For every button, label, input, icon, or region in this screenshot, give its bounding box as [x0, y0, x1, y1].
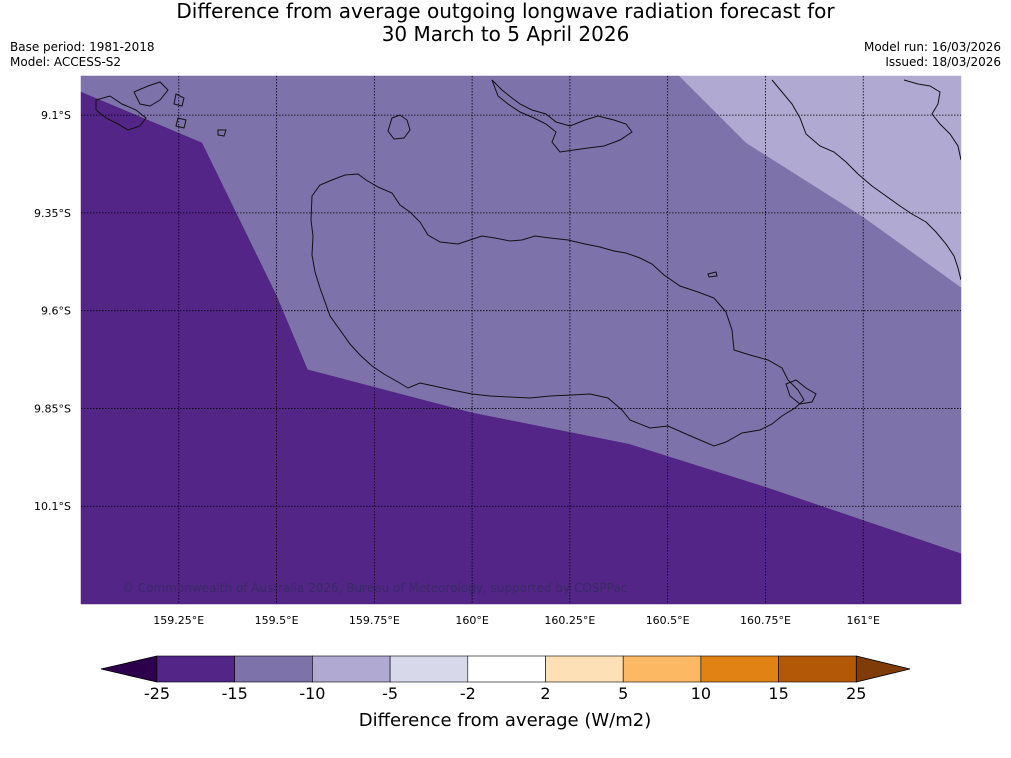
map-plot: [80, 75, 962, 605]
lon-tick-label: 160.75°E: [740, 614, 791, 627]
colorbar-swatch: [467, 655, 546, 683]
colorbar-tick-label: -25: [144, 684, 170, 703]
title-line-2: 30 March to 5 April 2026: [381, 22, 630, 46]
colorbar-swatch: [778, 655, 857, 683]
colorbar-extend-low: [100, 655, 158, 683]
lat-tick-label: 9.6°S: [41, 305, 71, 318]
base-period: Base period: 1981-2018: [10, 40, 155, 54]
gridlines: [81, 76, 961, 604]
colorbar-swatch: [700, 655, 779, 683]
colorbar-extend-high: [855, 655, 911, 683]
lon-tick-label: 159.75°E: [349, 614, 400, 627]
lat-tick-label: 9.35°S: [34, 207, 71, 220]
chart-title: Difference from average outgoing longwav…: [0, 0, 1011, 46]
title-line-1: Difference from average outgoing longwav…: [176, 0, 835, 23]
lon-tick-label: 160.25°E: [544, 614, 595, 627]
colorbar-tick-label: 25: [846, 684, 866, 703]
lon-tick-label: 159.25°E: [153, 614, 204, 627]
lat-tick-label: 9.1°S: [41, 109, 71, 122]
colorbar: -25 -15 -10 -5 -2 2 5 10 15 25: [100, 655, 911, 703]
colorbar-swatch: [389, 655, 469, 683]
coastline-guadalcanal: [310, 173, 805, 447]
colorbar-tick-label: 15: [768, 684, 788, 703]
issued-date: Issued: 18/03/2026: [885, 55, 1001, 69]
colorbar-tick-label: -2: [460, 684, 476, 703]
colorbar-swatch: [622, 655, 702, 683]
copyright-notice: © Commonwealth of Australia 2026, Bureau…: [122, 581, 627, 595]
colorbar-tick-label: -10: [299, 684, 325, 703]
coastline-east-islets: [707, 271, 817, 405]
coastline-layer: [95, 79, 961, 447]
coastline-malaita: [771, 79, 961, 281]
lon-tick-label: 161°E: [846, 614, 879, 627]
colorbar-tick-label: -5: [382, 684, 398, 703]
colorbar-tick-label: 5: [618, 684, 628, 703]
colorbar-tick-label: -15: [222, 684, 248, 703]
axis-labels: 159.25°E 159.5°E 159.75°E 160°E 160.25°E 160.…: [34, 109, 880, 627]
meta-left: Base period: 1981-2018 Model: ACCESS-S2: [10, 40, 155, 70]
coastline-malaita-north: [903, 79, 961, 161]
lon-tick-label: 159.5°E: [255, 614, 299, 627]
colorbar-swatch: [545, 655, 624, 683]
lat-tick-label: 9.85°S: [34, 402, 71, 415]
coastline-florida-islands: [491, 79, 633, 153]
model-run: Model run: 16/03/2026: [863, 40, 1001, 54]
coastline-savo: [387, 114, 411, 140]
colorbar-tick-label: 2: [540, 684, 550, 703]
region-2: [678, 75, 962, 288]
lat-tick-label: 10.1°S: [34, 500, 71, 513]
colorbar-title: Difference from average (W/m2): [359, 710, 651, 731]
lon-tick-label: 160.5°E: [646, 614, 690, 627]
model-name: Model: ACCESS-S2: [10, 55, 122, 69]
colorbar-swatch: [234, 655, 313, 683]
colorbar-tick-label: 10: [691, 684, 711, 703]
lon-tick-label: 160°E: [455, 614, 488, 627]
colorbar-swatch: [312, 655, 391, 683]
meta-right: Model run: 16/03/2026 Issued: 18/03/2026: [864, 40, 1001, 70]
colorbar-swatch: [156, 655, 235, 683]
coastline-russell-islands: [95, 81, 227, 137]
